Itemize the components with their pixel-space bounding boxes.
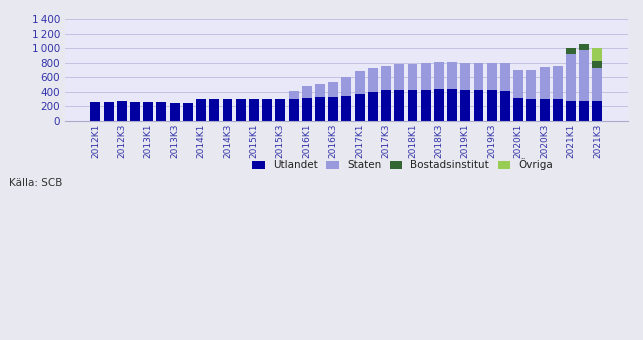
Bar [487,90,496,121]
Bar [434,62,444,89]
Bar [474,63,484,90]
Bar [104,102,114,121]
Bar [474,90,484,121]
Bar [289,99,298,121]
Bar [91,102,100,121]
Bar [500,63,510,91]
Bar [579,50,589,101]
Bar [434,89,444,121]
Bar [592,101,602,121]
Bar [394,64,404,89]
Bar [130,102,140,121]
Bar [500,91,510,121]
Bar [381,90,391,121]
Bar [513,70,523,98]
Text: Källa: SCB: Källa: SCB [8,178,62,188]
Bar [566,101,576,121]
Bar [527,99,536,121]
Bar [289,91,298,99]
Bar [592,61,602,68]
Bar [328,82,338,97]
Bar [394,89,404,121]
Bar [183,103,193,121]
Bar [539,99,550,121]
Bar [302,86,312,98]
Bar [566,48,576,54]
Bar [341,77,351,96]
Bar [513,98,523,121]
Bar [355,71,365,94]
Bar [341,96,351,121]
Bar [460,89,470,121]
Bar [249,99,259,121]
Bar [196,99,206,121]
Legend: Utlandet, Staten, Bostadsinstitut, Övriga: Utlandet, Staten, Bostadsinstitut, Övrig… [248,154,557,175]
Bar [368,68,378,92]
Bar [553,66,563,99]
Bar [143,102,153,121]
Bar [262,99,272,121]
Bar [579,44,589,50]
Bar [487,63,496,90]
Bar [447,89,457,121]
Bar [421,89,431,121]
Bar [460,63,470,89]
Bar [315,84,325,97]
Bar [421,63,431,89]
Bar [553,99,563,121]
Bar [368,92,378,121]
Bar [170,103,179,121]
Bar [315,97,325,121]
Bar [328,97,338,121]
Bar [408,64,417,90]
Bar [566,54,576,101]
Bar [579,101,589,121]
Bar [302,98,312,121]
Bar [447,62,457,89]
Bar [117,101,127,121]
Bar [527,70,536,99]
Bar [381,66,391,90]
Bar [539,67,550,99]
Bar [222,99,233,121]
Bar [408,90,417,121]
Bar [592,68,602,101]
Bar [236,99,246,121]
Bar [275,99,285,121]
Bar [592,48,602,61]
Bar [355,94,365,121]
Bar [210,99,219,121]
Bar [156,102,167,121]
